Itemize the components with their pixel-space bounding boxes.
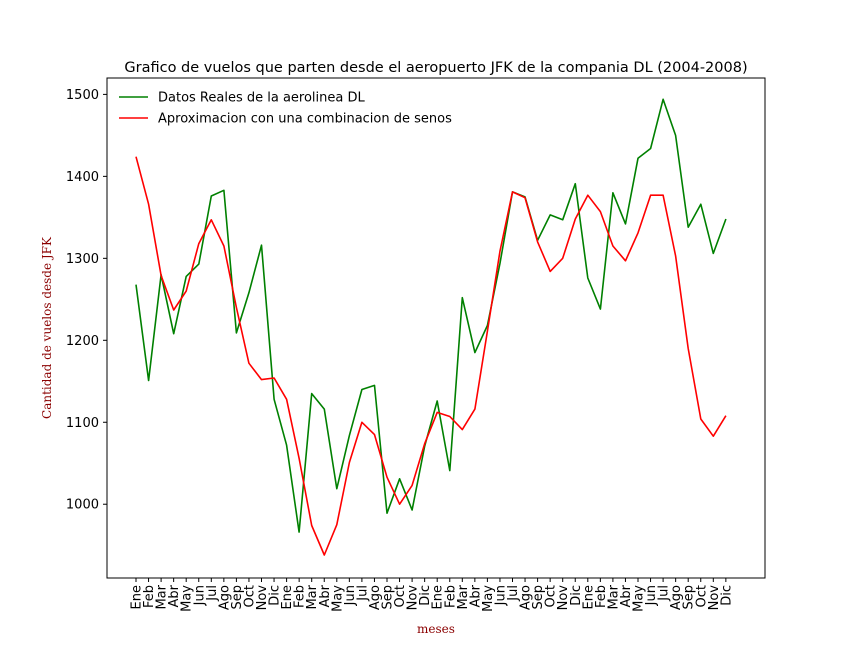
x-tick-label: May <box>481 585 496 612</box>
x-axis: EneFebMarAbrMayJunJulAgoSepOctNovDicEneF… <box>130 578 734 612</box>
x-tick-label: Sep <box>381 585 396 610</box>
x-tick-label: Dic <box>719 585 734 606</box>
x-tick-label: Abr <box>468 584 483 607</box>
x-tick-label: Mar <box>155 584 170 609</box>
x-tick-label: Jul <box>657 585 672 602</box>
x-tick-label: Mar <box>305 584 320 609</box>
x-tick-label: Jul <box>355 585 370 602</box>
x-tick-label: May <box>632 585 647 612</box>
legend-label-0: Datos Reales de la aerolinea DL <box>158 91 366 106</box>
x-tick-label: Ago <box>217 585 232 610</box>
x-tick-label: Ene <box>431 585 446 609</box>
x-tick-label: Sep <box>230 585 245 610</box>
x-tick-label: Mar <box>456 584 471 609</box>
x-tick-label: Dic <box>268 585 283 606</box>
x-tick-label: Nov <box>255 585 270 611</box>
x-tick-label: Sep <box>682 585 697 610</box>
y-tick-label: 1000 <box>66 498 99 513</box>
x-tick-label: Sep <box>531 585 546 610</box>
x-tick-label: Abr <box>619 584 634 607</box>
chart-title: Grafico de vuelos que parten desde el ae… <box>124 60 747 76</box>
series-lines <box>135 98 727 556</box>
x-tick-label: May <box>330 585 345 612</box>
x-tick-label: May <box>180 585 195 612</box>
series-line-1 <box>135 156 727 556</box>
x-tick-label: Ago <box>519 585 534 610</box>
x-tick-label: Ago <box>368 585 383 610</box>
x-tick-label: Mar <box>606 584 621 609</box>
y-tick-label: 1100 <box>66 416 99 431</box>
series-line-0 <box>135 98 727 533</box>
x-tick-label: Nov <box>406 585 421 611</box>
x-axis-label: meses <box>417 622 455 636</box>
y-tick-label: 1500 <box>66 88 99 103</box>
y-tick-label: 1400 <box>66 170 99 185</box>
x-tick-label: Ene <box>130 585 145 609</box>
y-axis-label: Cantidad de vuelos desde JFK <box>40 236 54 419</box>
x-tick-label: Feb <box>293 585 308 608</box>
x-tick-label: Dic <box>418 585 433 606</box>
x-tick-label: Oct <box>242 585 257 607</box>
x-tick-label: Jul <box>205 585 220 602</box>
legend: Datos Reales de la aerolinea DL Aproximac… <box>119 91 452 127</box>
x-tick-label: Jun <box>192 585 207 606</box>
x-tick-label: Nov <box>707 585 722 611</box>
x-tick-label: Dic <box>569 585 584 606</box>
x-tick-label: Ene <box>581 585 596 609</box>
x-tick-label: Feb <box>142 585 157 608</box>
x-tick-label: Ago <box>669 585 684 610</box>
legend-label-1: Aproximacion con una combinacion de seno… <box>158 112 452 127</box>
x-tick-label: Oct <box>393 585 408 607</box>
y-axis: 1000 1100 1200 1300 1400 1500 <box>66 88 107 513</box>
x-tick-label: Jun <box>343 585 358 606</box>
x-tick-label: Feb <box>443 585 458 608</box>
y-tick-label: 1200 <box>66 334 99 349</box>
y-tick-label: 1300 <box>66 252 99 267</box>
x-tick-label: Nov <box>556 585 571 611</box>
x-tick-label: Ene <box>280 585 295 609</box>
x-tick-label: Abr <box>167 584 182 607</box>
x-tick-label: Jun <box>493 585 508 606</box>
plot-area <box>106 77 766 579</box>
x-tick-label: Abr <box>318 584 333 607</box>
x-tick-label: Jun <box>644 585 659 606</box>
x-tick-label: Feb <box>594 585 609 608</box>
x-tick-label: Oct <box>694 585 709 607</box>
x-tick-label: Jul <box>506 585 521 602</box>
x-tick-label: Oct <box>544 585 559 607</box>
